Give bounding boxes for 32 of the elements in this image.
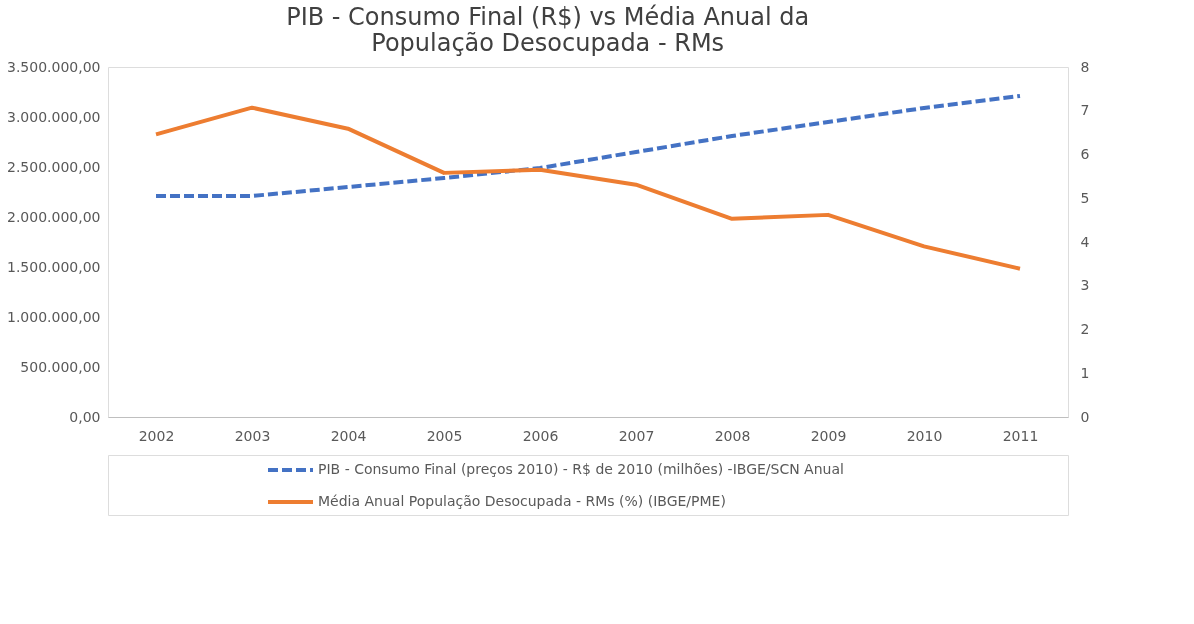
y-tick-label: 2.000.000,00 xyxy=(6,208,101,225)
y-tick-label: 3.500.000,00 xyxy=(6,58,101,75)
chart-title: PIB - Consumo Final (R$) vs Média Anual da População Desocupada - RMs xyxy=(286,2,810,57)
y2-tick-label: 0 xyxy=(1080,408,1090,425)
y2-tick-label: 8 xyxy=(1080,58,1090,75)
y2-tick-label: 4 xyxy=(1080,233,1090,250)
y-tick-label: 1.000.000,00 xyxy=(6,308,101,325)
legend-label: PIB - Consumo Final (preços 2010) - R$ de 2010 (milhões) -IBGE/SCN Anual xyxy=(318,461,844,477)
x-tick-label: 2009 xyxy=(810,427,847,444)
line-series xyxy=(154,105,1022,271)
x-tick-label: 2010 xyxy=(906,427,943,444)
y-tick-label: 500.000,00 xyxy=(20,358,101,375)
y-tick-label: 2.500.000,00 xyxy=(6,158,101,175)
x-tick-label: 2006 xyxy=(522,427,559,444)
y2-tick-label: 5 xyxy=(1080,189,1090,206)
x-tick-label: 2008 xyxy=(714,427,751,444)
y2-tick-label: 3 xyxy=(1080,277,1090,294)
x-tick-label: 2004 xyxy=(330,427,367,444)
y-tick-label: 0,00 xyxy=(69,408,101,425)
x-tick-label: 2003 xyxy=(234,427,271,444)
y2-tick-label: 1 xyxy=(1080,364,1090,381)
legend-label: Média Anual População Desocupada - RMs (%) (IBGE/PME) xyxy=(318,493,726,509)
x-tick-label: 2007 xyxy=(618,427,655,444)
line-series xyxy=(154,94,1022,198)
y-tick-label: 3.000.000,00 xyxy=(6,108,101,125)
y2-tick-label: 7 xyxy=(1080,102,1090,119)
y2-tick-label: 6 xyxy=(1080,146,1090,162)
x-tick-label: 2002 xyxy=(138,427,175,444)
y-tick-label: 1.500.000,00 xyxy=(6,258,101,275)
y2-tick-label: 2 xyxy=(1080,321,1090,337)
x-tick-label: 2005 xyxy=(426,427,463,444)
x-tick-label: 2011 xyxy=(1002,427,1039,444)
